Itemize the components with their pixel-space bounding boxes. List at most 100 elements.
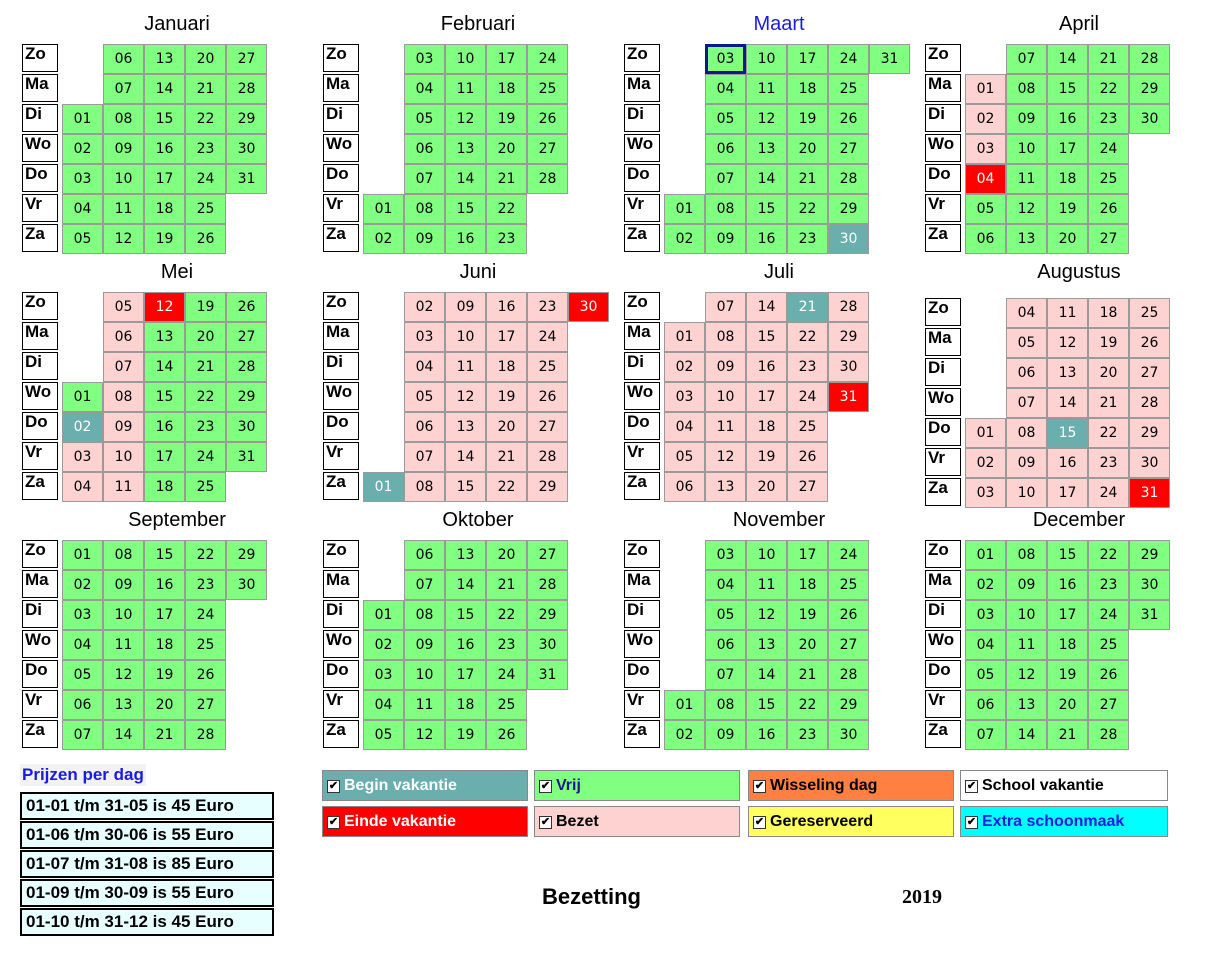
day-cell[interactable]: 16 [445, 630, 486, 660]
day-cell[interactable]: 07 [103, 352, 144, 382]
day-cell[interactable]: 06 [62, 690, 103, 720]
day-cell[interactable]: 23 [787, 720, 828, 750]
day-cell[interactable]: 10 [103, 442, 144, 472]
day-cell[interactable]: 10 [103, 600, 144, 630]
day-cell[interactable]: 28 [527, 570, 568, 600]
day-cell[interactable]: 06 [404, 412, 445, 442]
day-cell[interactable]: 27 [226, 322, 267, 352]
day-cell[interactable]: 27 [828, 134, 869, 164]
day-cell[interactable]: 03 [705, 44, 746, 74]
day-cell[interactable]: 08 [705, 322, 746, 352]
day-cell[interactable]: 20 [486, 134, 527, 164]
day-cell[interactable]: 29 [828, 690, 869, 720]
day-cell[interactable]: 01 [965, 74, 1006, 104]
day-cell[interactable]: 14 [1006, 720, 1047, 750]
day-cell[interactable]: 07 [62, 720, 103, 750]
day-cell[interactable]: 01 [363, 472, 404, 502]
day-cell[interactable]: 02 [664, 352, 705, 382]
day-cell[interactable]: 14 [445, 442, 486, 472]
day-cell[interactable]: 28 [828, 164, 869, 194]
day-cell[interactable]: 15 [1047, 74, 1088, 104]
day-cell[interactable]: 06 [1006, 358, 1047, 388]
day-cell[interactable]: 02 [965, 104, 1006, 134]
day-cell[interactable]: 28 [828, 660, 869, 690]
day-cell[interactable]: 22 [185, 382, 226, 412]
checkbox-icon[interactable]: ✔ [965, 780, 978, 793]
day-cell[interactable]: 02 [62, 412, 103, 442]
day-cell[interactable]: 01 [965, 540, 1006, 570]
day-cell[interactable]: 11 [705, 412, 746, 442]
day-cell[interactable]: 27 [1088, 224, 1129, 254]
day-cell[interactable]: 22 [185, 540, 226, 570]
day-cell[interactable]: 29 [527, 600, 568, 630]
day-cell[interactable]: 20 [144, 690, 185, 720]
day-cell[interactable]: 25 [1088, 630, 1129, 660]
day-cell[interactable]: 26 [1129, 328, 1170, 358]
day-cell[interactable]: 31 [226, 164, 267, 194]
day-cell[interactable]: 19 [1047, 194, 1088, 224]
day-cell[interactable]: 21 [486, 570, 527, 600]
day-cell[interactable]: 15 [445, 472, 486, 502]
day-cell[interactable]: 27 [226, 44, 267, 74]
day-cell[interactable]: 05 [705, 104, 746, 134]
day-cell[interactable]: 15 [746, 322, 787, 352]
day-cell[interactable]: 03 [965, 134, 1006, 164]
day-cell[interactable]: 19 [445, 720, 486, 750]
day-cell[interactable]: 26 [787, 442, 828, 472]
day-cell[interactable]: 06 [705, 134, 746, 164]
day-cell[interactable]: 06 [965, 224, 1006, 254]
day-cell[interactable]: 09 [445, 292, 486, 322]
day-cell[interactable]: 16 [746, 720, 787, 750]
day-cell[interactable]: 12 [445, 382, 486, 412]
day-cell[interactable]: 15 [746, 690, 787, 720]
day-cell[interactable]: 12 [1047, 328, 1088, 358]
day-cell[interactable]: 10 [705, 382, 746, 412]
day-cell[interactable]: 27 [527, 134, 568, 164]
day-cell[interactable]: 20 [787, 630, 828, 660]
day-cell[interactable]: 12 [144, 292, 185, 322]
day-cell[interactable]: 02 [62, 570, 103, 600]
day-cell[interactable]: 13 [1006, 690, 1047, 720]
day-cell[interactable]: 05 [62, 660, 103, 690]
day-cell[interactable]: 10 [1006, 134, 1047, 164]
day-cell[interactable]: 26 [185, 660, 226, 690]
day-cell[interactable]: 22 [185, 104, 226, 134]
day-cell[interactable]: 18 [486, 74, 527, 104]
day-cell[interactable]: 20 [1088, 358, 1129, 388]
day-cell[interactable]: 08 [103, 104, 144, 134]
day-cell[interactable]: 30 [527, 630, 568, 660]
day-cell[interactable]: 25 [1088, 164, 1129, 194]
day-cell[interactable]: 12 [705, 442, 746, 472]
day-cell[interactable]: 24 [527, 44, 568, 74]
checkbox-icon[interactable]: ✔ [539, 816, 552, 829]
checkbox-icon[interactable]: ✔ [327, 816, 340, 829]
day-cell[interactable]: 20 [746, 472, 787, 502]
day-cell[interactable]: 27 [527, 412, 568, 442]
day-cell[interactable]: 17 [787, 540, 828, 570]
day-cell[interactable]: 01 [363, 194, 404, 224]
day-cell[interactable]: 09 [705, 224, 746, 254]
day-cell[interactable]: 22 [1088, 540, 1129, 570]
day-cell[interactable]: 17 [486, 322, 527, 352]
day-cell[interactable]: 31 [1129, 600, 1170, 630]
day-cell[interactable]: 23 [185, 570, 226, 600]
day-cell[interactable]: 04 [404, 74, 445, 104]
day-cell[interactable]: 23 [787, 224, 828, 254]
day-cell[interactable]: 10 [445, 322, 486, 352]
day-cell[interactable]: 19 [1047, 660, 1088, 690]
day-cell[interactable]: 20 [1047, 690, 1088, 720]
day-cell[interactable]: 10 [103, 164, 144, 194]
day-cell[interactable]: 18 [445, 690, 486, 720]
day-cell[interactable]: 03 [965, 478, 1006, 508]
day-cell[interactable]: 18 [486, 352, 527, 382]
day-cell[interactable]: 10 [1006, 600, 1047, 630]
day-cell[interactable]: 14 [445, 164, 486, 194]
day-cell[interactable]: 06 [705, 630, 746, 660]
day-cell[interactable]: 05 [664, 442, 705, 472]
day-cell[interactable]: 14 [746, 292, 787, 322]
day-cell[interactable]: 21 [185, 74, 226, 104]
day-cell[interactable]: 15 [144, 540, 185, 570]
day-cell[interactable]: 28 [1088, 720, 1129, 750]
day-cell[interactable]: 28 [226, 74, 267, 104]
legend-item[interactable]: ✔ Wisseling dag [748, 770, 954, 801]
